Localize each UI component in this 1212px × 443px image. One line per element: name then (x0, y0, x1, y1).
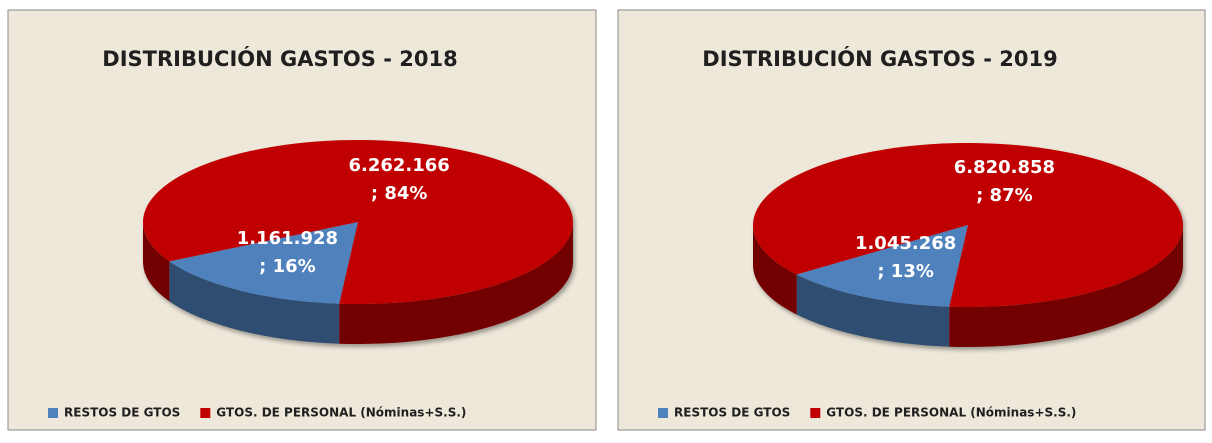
pie-side (753, 225, 797, 315)
data-label: 1.045.268 (855, 233, 956, 254)
legend-swatch (48, 408, 58, 418)
chart-title: DISTRIBUCIÓN GASTOS - 2018 (102, 46, 457, 71)
legend-label: RESTOS DE GTOS (64, 406, 180, 420)
data-label: ; 87% (976, 185, 1033, 206)
pie (753, 142, 1184, 348)
data-label: ; 13% (877, 261, 934, 282)
legend-label: GTOS. DE PERSONAL (Nóminas+S.S.) (216, 406, 466, 420)
data-label: ; 16% (259, 256, 316, 277)
pie-side (169, 261, 340, 344)
data-label: ; 84% (371, 183, 428, 204)
pie-side (143, 222, 170, 302)
legend-swatch (810, 408, 821, 418)
chart-title: DISTRIBUCIÓN GASTOS - 2019 (702, 46, 1057, 71)
legend-swatch (200, 408, 211, 418)
pie-side (949, 225, 1183, 348)
pie-slice (753, 142, 1184, 307)
pie (143, 140, 573, 344)
legend-label: GTOS. DE PERSONAL (Nóminas+S.S.) (826, 406, 1076, 420)
data-label: 6.820.858 (954, 157, 1055, 178)
pie-side (796, 274, 950, 347)
legend-label: RESTOS DE GTOS (674, 406, 790, 420)
pie-slice (143, 140, 573, 304)
pie-side (339, 222, 573, 344)
pie-slice (796, 225, 968, 307)
legend-swatch (658, 408, 668, 418)
data-label: 6.262.166 (348, 155, 449, 176)
data-label: 1.161.928 (237, 228, 338, 249)
pie-slice (169, 222, 358, 304)
